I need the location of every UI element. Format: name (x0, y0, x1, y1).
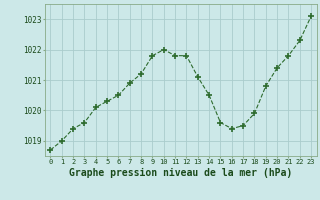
X-axis label: Graphe pression niveau de la mer (hPa): Graphe pression niveau de la mer (hPa) (69, 168, 292, 178)
